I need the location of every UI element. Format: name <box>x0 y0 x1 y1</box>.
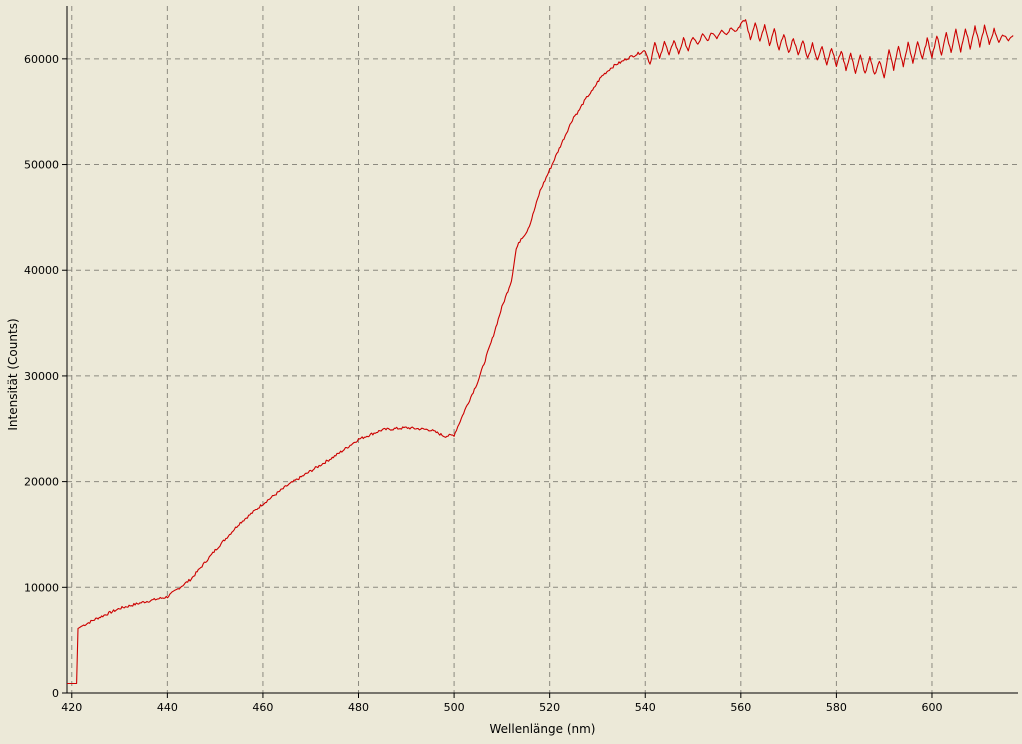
y-tick-label: 60000 <box>24 53 59 66</box>
y-ticks-layer: 0 10000 20000 30000 40000 50000 60000 <box>24 53 67 700</box>
intensity-series-line <box>67 19 1014 685</box>
y-axis-title: Intensität (Counts) <box>6 318 20 430</box>
y-tick-label: 10000 <box>24 581 59 594</box>
y-tick-label: 20000 <box>24 476 59 489</box>
x-tick-label: 500 <box>444 701 465 714</box>
x-tick-label: 460 <box>252 701 273 714</box>
x-tick-label: 540 <box>635 701 656 714</box>
x-tick-label: 520 <box>539 701 560 714</box>
y-tick-label: 40000 <box>24 264 59 277</box>
x-axis-title: Wellenlänge (nm) <box>490 722 596 736</box>
x-tick-label: 560 <box>730 701 751 714</box>
x-tick-label: 580 <box>826 701 847 714</box>
x-ticks-layer: 420 440 460 480 500 520 540 560 580 600 <box>61 693 942 714</box>
y-tick-label: 50000 <box>24 159 59 172</box>
grid-layer <box>67 6 1018 693</box>
axes-layer <box>66 6 1018 694</box>
x-tick-label: 600 <box>921 701 942 714</box>
x-tick-label: 440 <box>157 701 178 714</box>
x-tick-label: 480 <box>348 701 369 714</box>
x-tick-label: 420 <box>61 701 82 714</box>
y-tick-label: 0 <box>52 687 59 700</box>
y-tick-label: 30000 <box>24 370 59 383</box>
